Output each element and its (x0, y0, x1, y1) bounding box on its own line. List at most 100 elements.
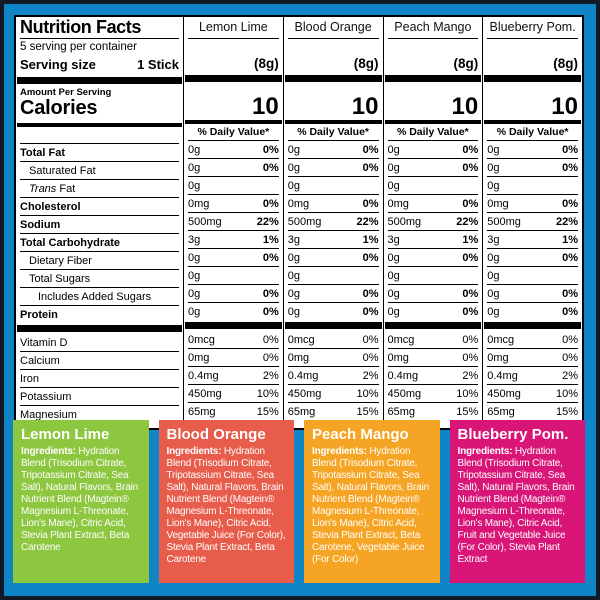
ingredient-panel-title: Peach Mango (312, 426, 409, 443)
micronutrient-amount: 450mg (287, 387, 322, 400)
nutrient-daily-value: 0% (462, 197, 479, 210)
nutrient-value-row: 0g (188, 177, 279, 195)
daily-value-header: % Daily Value* (387, 124, 479, 141)
flavor-header-row: Blood Orange (287, 17, 379, 39)
nutrient-amount: 0g (387, 161, 400, 174)
micronutrient-value-row: 450mg 10% (487, 385, 578, 403)
nutrient-amount: 3g (487, 233, 500, 246)
nutrient-value-row: 0g (188, 267, 279, 285)
nutrient-value-row: 0g 0% (387, 285, 479, 303)
nutrient-daily-value: 0% (262, 197, 279, 210)
nutrient-label: Dietary Fiber (29, 254, 92, 267)
micronutrient-amount: 0mcg (188, 333, 215, 346)
nutrient-labels: Total Fat Saturated Fat Trans Fat Cholester… (20, 144, 179, 323)
micronutrient-value-row: 0mg 0% (287, 349, 379, 367)
nutrient-row: Trans Fat (20, 180, 179, 198)
nutrient-value-row: 500mg 22% (387, 213, 479, 231)
nutrient-row: Total Sugars (20, 270, 179, 288)
micronutrient-daily-value: 0% (562, 351, 578, 364)
nutrient-amount: 0mg (387, 197, 409, 210)
serving-size-label: Serving size (20, 57, 96, 72)
nutrient-value-row: 3g 1% (188, 231, 279, 249)
nutrient-amount: 0g (487, 287, 500, 300)
serving-weight-block: (8g) (487, 39, 578, 73)
nutrient-amount: 0g (287, 305, 300, 318)
nutrient-value-row: 0g 0% (287, 249, 379, 267)
nutrient-value-row: 0g (487, 267, 578, 285)
nutrient-amount: 500mg (387, 215, 422, 228)
nutrient-label: Saturated Fat (29, 164, 96, 177)
nutrient-value-row: 0g 0% (487, 285, 578, 303)
calories-label: Calories (20, 97, 98, 119)
medium-divider-bar (185, 120, 282, 124)
flavor-column-peach-mango: Peach Mango (8g) 10% Daily Value* 0g 0% 0g 0% 0… (382, 17, 483, 428)
nutrient-value-row: 0g 0% (188, 285, 279, 303)
micronutrient-daily-value: 2% (462, 369, 479, 382)
nutrient-daily-value: 0% (362, 251, 379, 264)
nutrient-daily-value: 0% (462, 161, 479, 174)
nutrient-value-row: 0g 0% (287, 159, 379, 177)
micronutrient-daily-value: 0% (462, 351, 479, 364)
micronutrient-value-row: 0mcg 0% (487, 331, 578, 349)
ingredients-label: Ingredients: (166, 446, 222, 457)
nutrient-amount: 0g (287, 251, 300, 264)
nutrient-value-row: 0mg 0% (387, 195, 479, 213)
micronutrient-value-row: 65mg 15% (388, 403, 479, 420)
nutrient-value-row: 500mg 22% (487, 213, 578, 231)
nutrient-amount: 0g (188, 143, 201, 156)
nutrient-amount: 0g (387, 143, 400, 156)
flavor-column-lemon-lime: Lemon Lime (8g) 10% Daily Value* 0g 0% 0g 0% 0g… (183, 17, 283, 428)
micronutrient-label: Iron (20, 372, 39, 385)
nutrient-value-row: 0g 0% (188, 159, 279, 177)
calories-value-block: 10 (487, 84, 578, 120)
micronutrient-value-row: 65mg 15% (288, 403, 379, 420)
nutrient-daily-value: 0% (362, 197, 379, 210)
serving-weight: (8g) (453, 56, 479, 71)
micronutrient-daily-value: 15% (456, 405, 479, 418)
micronutrient-daily-value: 2% (362, 369, 379, 382)
nutrient-amount: 0g (487, 251, 500, 264)
serving-weight-block: (8g) (288, 39, 379, 73)
micronutrient-daily-value: 0% (562, 333, 578, 346)
micronutrient-amount: 0.4mg (487, 369, 518, 382)
nutrient-daily-value: 0% (262, 287, 279, 300)
micronutrient-daily-value: 10% (356, 387, 379, 400)
ingredient-panel-title: Blueberry Pom. (457, 426, 569, 443)
nutrient-value-row: 0g 0% (487, 141, 578, 159)
medium-divider-bar (284, 120, 382, 124)
nutrient-value-row: 0g 0% (487, 303, 578, 320)
daily-value-header: % Daily Value* (287, 124, 379, 141)
ingredient-panel-text: Ingredients: Hydration Blend (Trisodium … (312, 446, 430, 565)
ingredient-panel-text: Ingredients: Hydration Blend (Trisodium … (166, 446, 286, 565)
nutrient-label: Cholesterol (20, 200, 81, 213)
nutrient-value-row: 0g 0% (188, 303, 279, 320)
ingredients-label: Ingredients: (457, 446, 513, 457)
ingredient-panels: Lemon Lime Ingredients: Hydration Blend (… (13, 420, 585, 583)
medium-divider-bar (17, 123, 182, 127)
nutrient-amount: 0g (287, 287, 300, 300)
table-title-row: Nutrition Facts (20, 17, 179, 39)
micronutrient-daily-value: 0% (262, 333, 279, 346)
micronutrient-value-row: 450mg 10% (387, 385, 479, 403)
micronutrient-value-row: 0.4mg 2% (487, 367, 578, 385)
serving-weight: (8g) (254, 56, 279, 71)
micronutrient-label: Potassium (20, 390, 72, 403)
nutrient-daily-value: 22% (356, 215, 379, 228)
micronutrient-value-row: 65mg 15% (188, 403, 279, 420)
flavor-column-blueberry-pom: Blueberry Pom. (8g) 10% Daily Value* 0g 0% 0g… (482, 17, 582, 428)
micronutrient-value-row: 0.4mg 2% (387, 367, 479, 385)
flavor-name: Blueberry Pom. (489, 20, 576, 34)
micronutrient-value-row: 0.4mg 2% (287, 367, 379, 385)
nutrient-daily-value: 0% (562, 251, 578, 264)
nutrient-value-row: 0g (387, 267, 479, 285)
thick-divider-bar (17, 325, 182, 332)
micronutrient-row: Potassium (20, 388, 179, 406)
micronutrient-value-row: 0mcg 0% (188, 331, 279, 349)
medium-divider-bar (384, 120, 482, 124)
micronutrient-daily-value: 2% (562, 369, 578, 382)
micronutrient-value-row: 0mcg 0% (387, 331, 479, 349)
micronutrient-amount: 0mcg (287, 333, 315, 346)
micronutrient-value-row: 65mg 15% (487, 403, 578, 420)
nutrient-amount: 0g (487, 179, 500, 192)
